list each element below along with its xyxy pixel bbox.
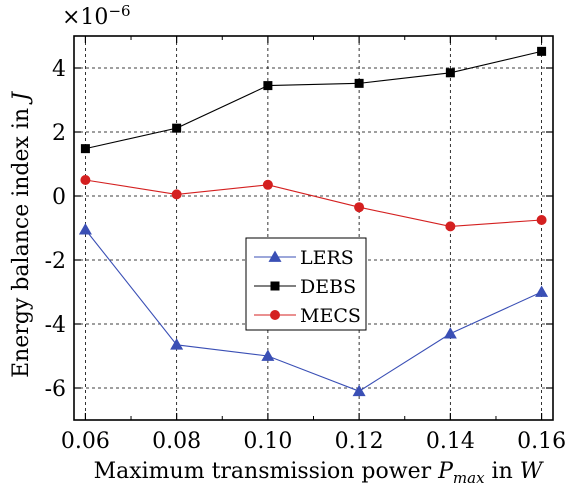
y-multiplier-label: ×10−6	[62, 2, 131, 30]
legend: LERS DEBS MECS	[245, 237, 367, 331]
tick-layer: 0.06 0.08 0.10 0.12 0.14 0.16 -6 -4 -2 0 2 4	[45, 36, 566, 454]
series-mecs-point	[171, 189, 182, 200]
x-tick-label: 0.14	[426, 429, 475, 454]
x-tick-label: 0.08	[152, 429, 201, 454]
x-tick-label: 0.10	[243, 429, 292, 454]
legend-debs-marker	[270, 281, 280, 291]
y-tick-label: 2	[52, 121, 66, 146]
series-lers-line	[84, 229, 542, 392]
y-multiplier-exponent: −6	[108, 2, 130, 20]
series-debs-point	[537, 46, 547, 56]
grid-layer	[74, 36, 553, 420]
series-lers-point	[352, 384, 366, 397]
series-lers-point	[78, 223, 92, 235]
series-mecs-point	[445, 221, 456, 232]
legend-lers-label: LERS	[300, 247, 354, 269]
series-lers-point	[535, 285, 549, 297]
y-tick-label: 0	[52, 185, 66, 210]
series-debs-line	[85, 50, 542, 150]
series-debs-point	[172, 123, 182, 133]
series-mecs-point	[80, 175, 91, 185]
series-lers-point	[443, 327, 457, 339]
plot-frame	[73, 35, 554, 421]
y-tick-label: 4	[52, 57, 66, 82]
series-mecs-point	[262, 179, 273, 190]
series-layer	[78, 46, 549, 397]
legend-mecs-label: MECS	[300, 305, 361, 327]
series-mecs-point	[354, 202, 365, 213]
series-mecs-line	[85, 179, 542, 227]
series-mecs-point	[536, 215, 547, 225]
x-tick-label: 0.12	[335, 429, 384, 454]
x-tick-label: 0.16	[517, 429, 566, 454]
x-axis-label: Maximum transmission power Pmax in W	[94, 459, 545, 487]
y-tick-label: -4	[45, 313, 66, 338]
y-tick-label: -6	[45, 377, 66, 402]
y-tick-label: -2	[45, 249, 66, 274]
series-debs-point	[80, 144, 90, 154]
series-debs-point	[445, 68, 455, 78]
legend-lers-marker	[268, 250, 282, 262]
legend-mecs-marker	[270, 310, 280, 320]
series-debs-point	[263, 81, 273, 91]
legend-debs-label: DEBS	[300, 276, 356, 298]
series-lers-point	[261, 349, 275, 361]
series-debs-point	[354, 78, 364, 88]
series-lers-point	[170, 338, 184, 350]
x-tick-label: 0.06	[61, 429, 110, 454]
y-axis-label: Energy balance index in J	[9, 91, 34, 378]
